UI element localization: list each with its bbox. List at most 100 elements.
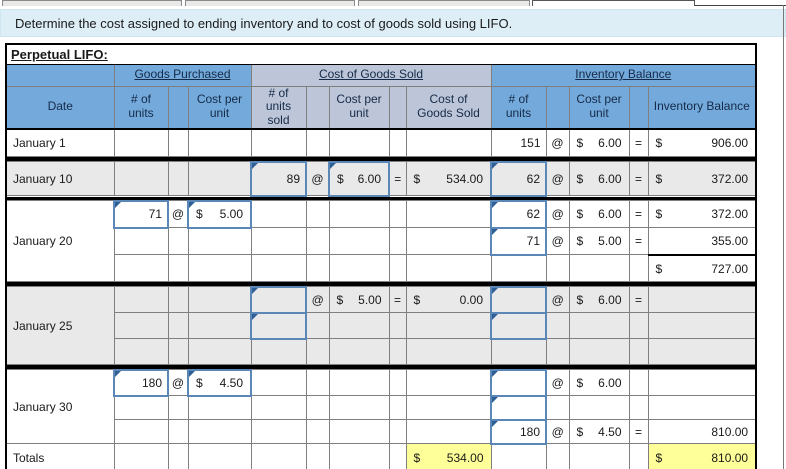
tab[interactable] xyxy=(358,0,530,6)
empty-cell xyxy=(250,443,307,469)
table-caption: Perpetual LIFO: xyxy=(5,43,757,65)
col-header-date: Date xyxy=(5,85,115,130)
empty-cell xyxy=(250,128,307,158)
empty-cell xyxy=(187,227,252,256)
cell-jan25-r1-ib-units[interactable] xyxy=(490,285,547,314)
equals-symbol: = xyxy=(628,161,649,197)
empty-cell xyxy=(167,128,189,158)
cell-jan20-r2-ib-units[interactable]: 71 xyxy=(490,226,547,256)
cell-jan20-gp-units[interactable]: 71 xyxy=(113,199,169,229)
cell-jan10-cogs-cost[interactable]: $6.00 xyxy=(328,160,390,197)
cell-jan25-r2-ib-units[interactable] xyxy=(490,311,547,340)
at-symbol: @ xyxy=(305,161,330,197)
col-header-ib-cost: Cost per unit xyxy=(568,85,630,130)
cell-jan30-r2-ib-units[interactable] xyxy=(490,394,547,421)
group-separator xyxy=(6,195,757,201)
empty-cell xyxy=(113,419,169,445)
cell-jan30-gp-units[interactable]: 180 xyxy=(113,368,169,397)
header-cost-of-goods-sold: Cost of Goods Sold xyxy=(250,63,492,87)
empty-cell xyxy=(545,254,570,283)
cell-jan30-gp-cost[interactable]: $4.50 xyxy=(187,368,252,397)
empty-cell xyxy=(405,312,492,340)
at-symbol: @ xyxy=(545,227,570,256)
empty-cell xyxy=(328,128,390,158)
empty-cell xyxy=(113,395,169,421)
empty-cell xyxy=(328,312,390,340)
tab-bar-edge xyxy=(695,5,786,6)
empty-cell xyxy=(113,161,169,197)
empty-cell xyxy=(113,128,169,158)
empty-cell xyxy=(628,443,649,469)
cell-jan25-r2-cogs-units[interactable] xyxy=(250,311,307,340)
equals-symbol: = xyxy=(628,419,649,445)
empty-cell xyxy=(305,419,330,445)
empty-cell xyxy=(388,254,407,283)
empty-cell xyxy=(388,200,407,229)
col-header-gp-cost: Cost per unit xyxy=(187,85,252,130)
cell-jan30-r3-ib-units[interactable]: 180 xyxy=(490,418,547,445)
empty-cell xyxy=(113,338,169,366)
cell-jan1-ib-cost: $6.00 xyxy=(568,128,630,158)
equals-symbol: = xyxy=(628,200,649,229)
empty-cell xyxy=(305,128,330,158)
empty-cell xyxy=(187,443,252,469)
equals-symbol: = xyxy=(628,286,649,314)
group-separator xyxy=(6,281,757,287)
header-goods-purchased: Goods Purchased xyxy=(113,63,252,87)
empty-cell xyxy=(388,128,407,158)
at-symbol: @ xyxy=(545,128,570,158)
perpetual-lifo-table: Perpetual LIFO: Goods Purchased Cost of … xyxy=(5,43,758,469)
empty-cell xyxy=(187,254,252,283)
cell-jan10-ib-cost: $6.00 xyxy=(568,161,630,197)
empty-cell xyxy=(250,419,307,445)
cell-jan10-ib-units[interactable]: 62 xyxy=(490,160,547,197)
cell-jan20-gp-cost[interactable]: $5.00 xyxy=(187,199,252,229)
empty-cell xyxy=(568,395,630,421)
at-symbol: @ xyxy=(167,200,189,229)
cell-jan20-r1-ib-units[interactable]: 62 xyxy=(490,199,547,229)
empty-cell xyxy=(388,419,407,445)
empty-cell xyxy=(250,227,307,256)
date-january-10: January 10 xyxy=(5,161,115,197)
empty-cell xyxy=(305,227,330,256)
tab[interactable] xyxy=(2,0,182,6)
cell-jan25-r1-cogs-units[interactable] xyxy=(250,285,307,314)
at-symbol: @ xyxy=(545,419,570,445)
instruction-banner: Determine the cost assigned to ending in… xyxy=(0,9,786,37)
col-header-cogs-units: # of units sold xyxy=(250,85,307,130)
col-header-cogs-at xyxy=(305,85,330,130)
total-cogs: $534.00 xyxy=(405,443,492,469)
cell-jan30-ib-total: 810.00 xyxy=(647,419,757,445)
tab[interactable] xyxy=(185,0,355,6)
cell-jan20-r2-ib-cost: $5.00 xyxy=(568,227,630,256)
empty-cell xyxy=(167,227,189,256)
empty-cell xyxy=(647,286,757,314)
at-symbol: @ xyxy=(545,369,570,397)
empty-cell xyxy=(305,338,330,366)
empty-cell xyxy=(113,254,169,283)
empty-cell xyxy=(305,443,330,469)
empty-cell xyxy=(305,312,330,340)
cell-jan25-r1-cogs-cost: $5.00 xyxy=(328,286,390,314)
cell-jan30-r1-ib-units[interactable] xyxy=(490,368,547,397)
empty-cell xyxy=(647,312,757,340)
empty-cell xyxy=(250,338,307,366)
cell-jan10-cogs-units[interactable]: 89 xyxy=(250,160,307,197)
empty-cell xyxy=(405,419,492,445)
empty-cell xyxy=(405,338,492,366)
empty-cell xyxy=(405,254,492,283)
col-header-gp-at xyxy=(167,85,189,130)
col-header-cogs-cost: Cost per unit xyxy=(328,85,390,130)
empty-cell xyxy=(187,128,252,158)
empty-cell xyxy=(113,286,169,314)
tab-active[interactable] xyxy=(532,0,695,6)
total-inventory-balance: $810.00 xyxy=(647,443,757,469)
col-header-ib-units: # of units xyxy=(490,85,547,130)
empty-cell xyxy=(167,312,189,340)
empty-cell xyxy=(305,395,330,421)
col-header-ib-at xyxy=(545,85,570,130)
col-header-ib-eq xyxy=(628,85,649,130)
empty-cell xyxy=(187,338,252,366)
empty-cell xyxy=(305,200,330,229)
equals-symbol: = xyxy=(628,227,649,256)
